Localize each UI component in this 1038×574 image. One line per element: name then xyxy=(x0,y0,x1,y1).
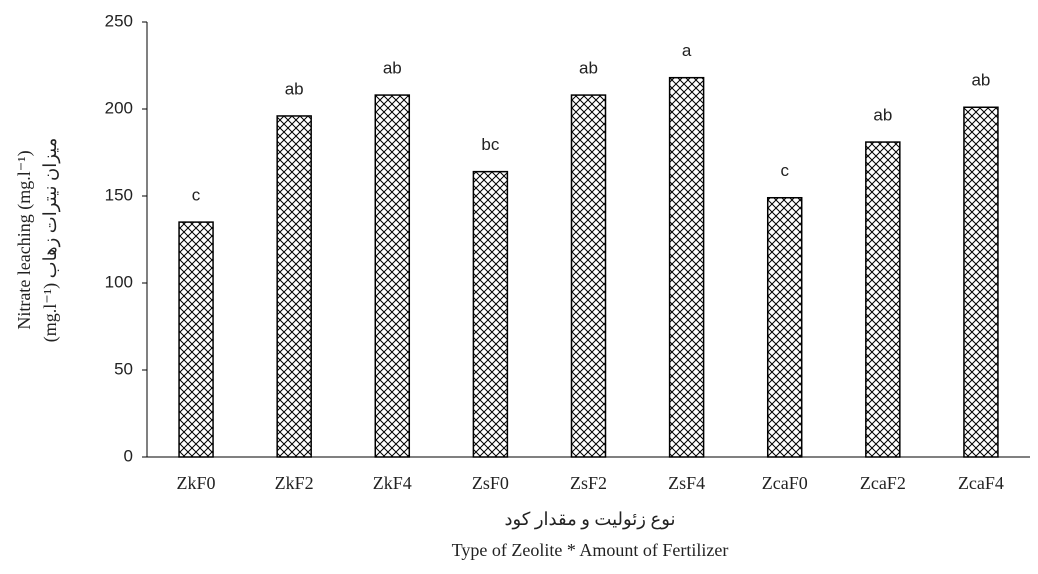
bar xyxy=(276,115,312,458)
y-tick-label: 200 xyxy=(105,98,133,117)
annotation: ab xyxy=(383,59,402,78)
annotation: c xyxy=(780,161,789,180)
x-axis-label-fa: نوع زئولیت و مقدار کود xyxy=(504,509,675,530)
annotation: c xyxy=(192,186,201,205)
bar xyxy=(178,221,214,458)
x-tick-label: ZkF2 xyxy=(275,473,314,493)
annotation: ab xyxy=(579,59,598,78)
x-tick-label: ZsF4 xyxy=(668,473,705,493)
x-tick-label: ZkF0 xyxy=(177,473,216,493)
y-axis-label: Nitrate leaching (mg.l⁻¹) xyxy=(14,150,35,329)
bar xyxy=(865,141,901,458)
x-tick-label: ZsF0 xyxy=(472,473,509,493)
y-axis-label-fa: (mg.l⁻¹) میزان نیترات زهاب xyxy=(40,138,61,342)
bar xyxy=(766,196,803,458)
x-tick-label: ZcaF2 xyxy=(860,473,906,493)
annotation: ab xyxy=(873,106,892,125)
bar xyxy=(570,94,607,458)
x-tick-label: ZsF2 xyxy=(570,473,607,493)
x-tick-label: ZkF4 xyxy=(373,473,412,493)
annotation: ab xyxy=(971,71,990,90)
annotation: bc xyxy=(481,135,499,154)
y-tick-label: 150 xyxy=(105,185,133,204)
x-tick-label: ZcaF0 xyxy=(762,473,808,493)
x-axis-label: Type of Zeolite * Amount of Fertilizer xyxy=(452,540,729,560)
bar xyxy=(963,106,999,458)
bar xyxy=(472,170,509,458)
y-tick-label: 0 xyxy=(124,446,133,465)
annotation: a xyxy=(682,41,692,60)
x-tick-label: ZcaF4 xyxy=(958,473,1004,493)
annotation: ab xyxy=(285,79,304,98)
y-tick-label: 100 xyxy=(105,272,133,291)
bar xyxy=(374,94,411,458)
bar xyxy=(668,76,705,458)
y-tick-label: 250 xyxy=(105,11,133,30)
y-tick-label: 50 xyxy=(114,359,133,378)
